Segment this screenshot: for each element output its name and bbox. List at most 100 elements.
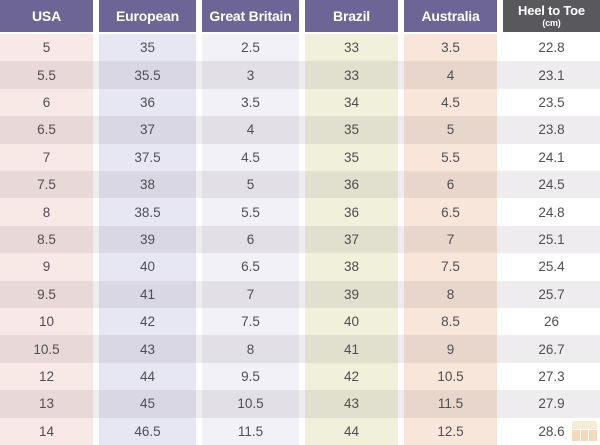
cell-heel-to-toe-cm: 24.5 — [503, 171, 600, 199]
table-row: 5 35 2.5 33 3.5 22.8 — [0, 34, 600, 62]
cell-brazil: 37 — [305, 225, 398, 254]
cell-australia: 12.5 — [404, 417, 497, 445]
cell-european: 45 — [99, 390, 196, 418]
cell-heel-to-toe-cm: 24.1 — [503, 143, 600, 172]
table-row: 12 44 9.5 42 10.5 27.3 — [0, 362, 600, 391]
table-row: 6.5 37 4 35 5 23.8 — [0, 116, 600, 144]
cell-great-britain: 5 — [202, 171, 299, 199]
cell-great-britain: 11.5 — [202, 417, 299, 445]
cell-great-britain: 2.5 — [202, 34, 299, 62]
column-header-european: European — [99, 0, 196, 32]
cell-heel-to-toe-cm: 24.8 — [503, 198, 600, 226]
cell-usa: 5 — [0, 34, 93, 62]
cell-great-britain: 3.5 — [202, 88, 299, 117]
cell-heel-to-toe-cm: 23.1 — [503, 61, 600, 89]
table-row: 8.5 39 6 37 7 25.1 — [0, 225, 600, 254]
cell-brazil: 40 — [305, 308, 398, 336]
cell-heel-to-toe-cm: 28.6 — [503, 417, 600, 445]
column-header-great-britain: Great Britain — [202, 0, 299, 32]
cell-great-britain: 7 — [202, 280, 299, 309]
cell-heel-to-toe-cm: 27.9 — [503, 390, 600, 418]
cell-brazil: 33 — [305, 34, 398, 62]
cell-usa: 8.5 — [0, 225, 93, 254]
cell-usa: 5.5 — [0, 61, 93, 89]
cell-brazil: 36 — [305, 171, 398, 199]
cell-great-britain: 6 — [202, 225, 299, 254]
cell-european: 35.5 — [99, 61, 196, 89]
cell-usa: 14 — [0, 417, 93, 445]
cell-heel-to-toe-cm: 23.5 — [503, 88, 600, 117]
cell-brazil: 36 — [305, 198, 398, 226]
cell-great-britain: 10.5 — [202, 390, 299, 418]
cell-european: 35 — [99, 34, 196, 62]
cell-usa: 10.5 — [0, 335, 93, 363]
cell-australia: 11.5 — [404, 390, 497, 418]
cell-brazil: 44 — [305, 417, 398, 445]
cell-european: 41 — [99, 280, 196, 309]
cell-european: 37.5 — [99, 143, 196, 172]
cell-usa: 8 — [0, 198, 93, 226]
cell-heel-to-toe-cm: 25.7 — [503, 280, 600, 309]
cell-australia: 5 — [404, 116, 497, 144]
table-row: 7 37.5 4.5 35 5.5 24.1 — [0, 143, 600, 172]
cell-australia: 5.5 — [404, 143, 497, 172]
cell-european: 44 — [99, 362, 196, 391]
cell-australia: 4.5 — [404, 88, 497, 117]
cell-european: 43 — [99, 335, 196, 363]
cell-australia: 10.5 — [404, 362, 497, 391]
cell-australia: 4 — [404, 61, 497, 89]
cell-brazil: 35 — [305, 116, 398, 144]
cell-european: 38 — [99, 171, 196, 199]
cell-heel-to-toe-cm: 26 — [503, 308, 600, 336]
column-header-brazil: Brazil — [305, 0, 398, 32]
cell-brazil: 35 — [305, 143, 398, 172]
cell-brazil: 34 — [305, 88, 398, 117]
cell-great-britain: 7.5 — [202, 308, 299, 336]
cell-great-britain: 4 — [202, 116, 299, 144]
heel-to-toe-unit-label: (cm) — [542, 18, 561, 28]
cell-heel-to-toe-cm: 26.7 — [503, 335, 600, 363]
table-row: 9.5 41 7 39 8 25.7 — [0, 280, 600, 309]
cell-european: 46.5 — [99, 417, 196, 445]
cell-australia: 7 — [404, 225, 497, 254]
cell-australia: 3.5 — [404, 34, 497, 62]
cell-usa: 9.5 — [0, 280, 93, 309]
cell-usa: 9 — [0, 253, 93, 281]
cell-european: 36 — [99, 88, 196, 117]
cell-great-britain: 3 — [202, 61, 299, 89]
table-row: 6 36 3.5 34 4.5 23.5 — [0, 88, 600, 117]
table-row: 9 40 6.5 38 7.5 25.4 — [0, 253, 600, 281]
cell-brazil: 42 — [305, 362, 398, 391]
table-row: 14 46.5 11.5 44 12.5 28.6 — [0, 417, 600, 445]
heel-to-toe-label: Heel to Toe — [518, 3, 585, 18]
cell-heel-to-toe-cm: 27.3 — [503, 362, 600, 391]
cell-european: 37 — [99, 116, 196, 144]
cell-european: 42 — [99, 308, 196, 336]
table-header-row: USA European Great Britain Brazil Austra… — [0, 0, 600, 32]
cell-european: 40 — [99, 253, 196, 281]
cell-european: 38.5 — [99, 198, 196, 226]
cell-usa: 6 — [0, 88, 93, 117]
table-row: 7.5 38 5 36 6 24.5 — [0, 171, 600, 199]
cell-usa: 10 — [0, 308, 93, 336]
column-header-heel-to-toe: Heel to Toe (cm) — [503, 0, 600, 32]
cell-great-britain: 5.5 — [202, 198, 299, 226]
cell-brazil: 33 — [305, 61, 398, 89]
cell-brazil: 39 — [305, 280, 398, 309]
cell-heel-to-toe-cm: 22.8 — [503, 34, 600, 62]
cell-usa: 13 — [0, 390, 93, 418]
cell-great-britain: 6.5 — [202, 253, 299, 281]
table-row: 8 38.5 5.5 36 6.5 24.8 — [0, 198, 600, 226]
column-header-australia: Australia — [404, 0, 497, 32]
cell-australia: 6.5 — [404, 198, 497, 226]
cell-brazil: 41 — [305, 335, 398, 363]
table-row: 10 42 7.5 40 8.5 26 — [0, 308, 600, 336]
cell-heel-to-toe-cm: 25.4 — [503, 253, 600, 281]
cell-heel-to-toe-cm: 23.8 — [503, 116, 600, 144]
table-row: 10.5 43 8 41 9 26.7 — [0, 335, 600, 363]
table-body: 5 35 2.5 33 3.5 22.8 5.5 35.5 3 33 4 23.1 6 36 3.5 34 4.… — [0, 34, 600, 445]
table-row: 5.5 35.5 3 33 4 23.1 — [0, 61, 600, 89]
cell-brazil: 38 — [305, 253, 398, 281]
cell-australia: 8 — [404, 280, 497, 309]
cell-australia: 7.5 — [404, 253, 497, 281]
